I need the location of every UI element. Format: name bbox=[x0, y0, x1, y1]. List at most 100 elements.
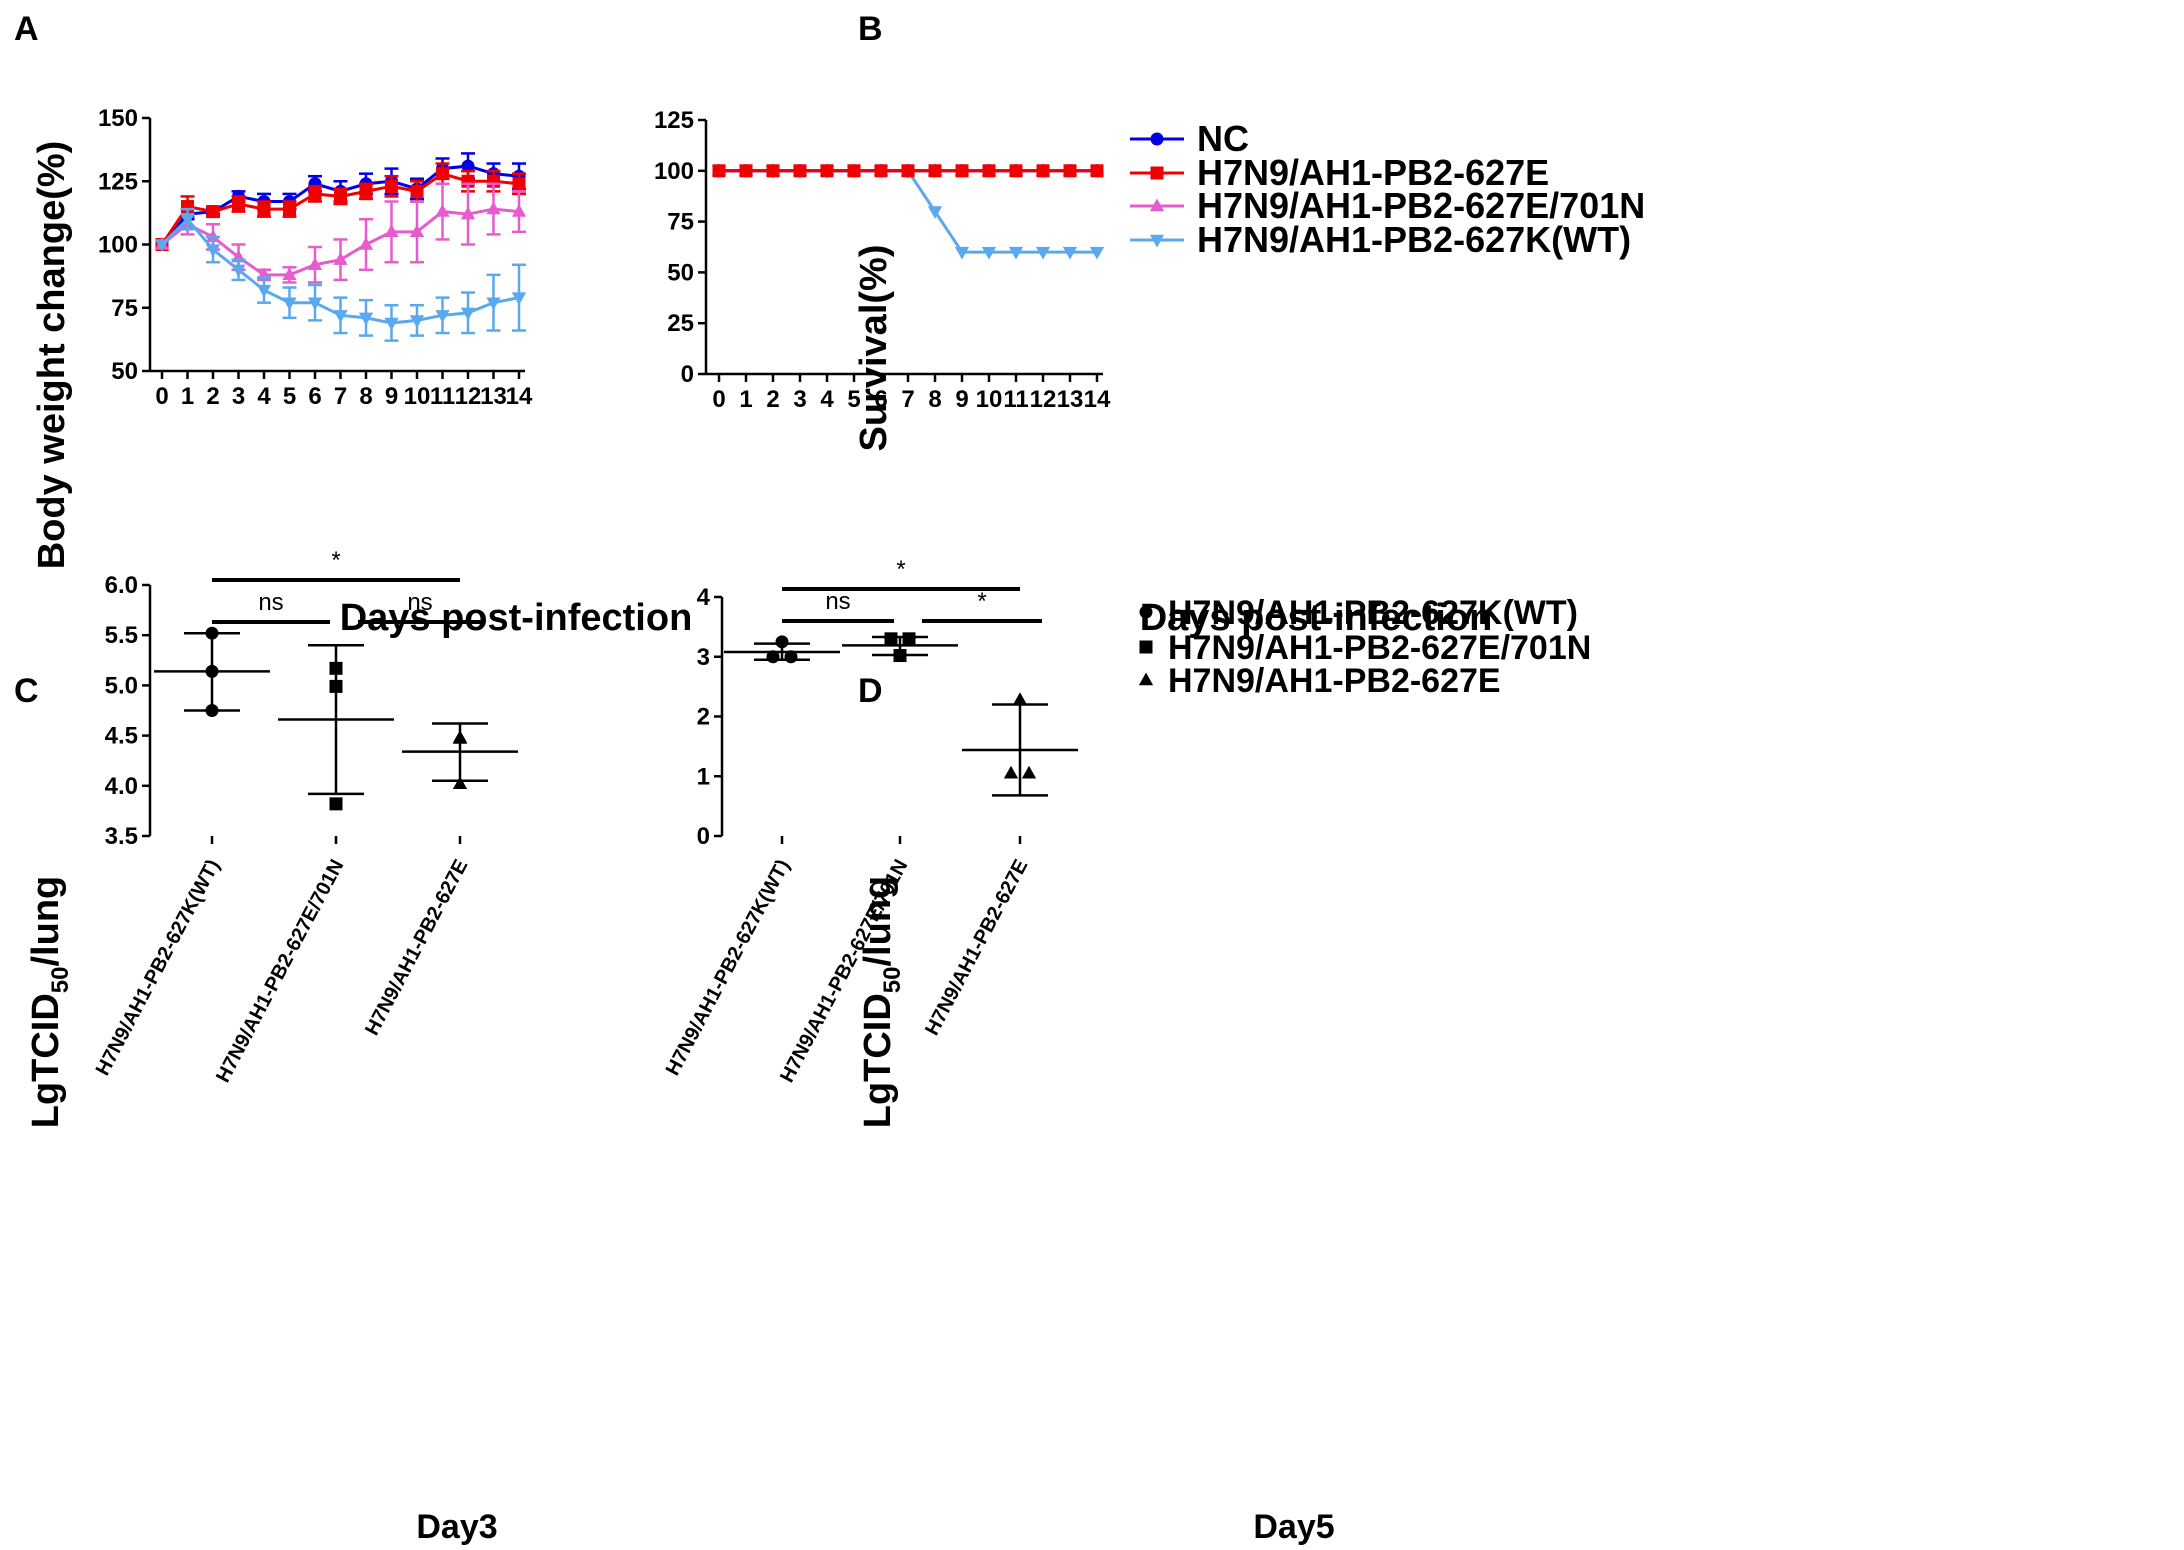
panel-b-survival-chart: Survival(%) Days post-infection 02550751… bbox=[654, 107, 1492, 639]
panel-c-ylabel-tail: /lung bbox=[25, 876, 67, 967]
legend-bottom-h7n9-ah1-pb2-627e-marker bbox=[1138, 672, 1154, 686]
panel-b-h7n9-ah1-pb2-627k-wt-point bbox=[954, 246, 970, 260]
panel-a-h7n9-ah1-pb2-627e-701n-point bbox=[358, 237, 374, 250]
panel-c-y-tick-label: 4.0 bbox=[105, 773, 138, 800]
panel-a-h7n9-ah1-pb2-627e-701n-point bbox=[435, 204, 450, 217]
panel-a-h7n9-ah1-pb2-627k-wt-point bbox=[435, 310, 450, 323]
panel-a-y-tick-label: 150 bbox=[98, 105, 138, 132]
panel-c-ylabel: LgTCID50/lung bbox=[25, 876, 74, 1129]
legend-bottom-h7n9-ah1-pb2-627k-wt-label: H7N9/AH1-PB2-627K(WT) bbox=[1168, 594, 1578, 632]
panel-d-comparison-label: * bbox=[977, 588, 986, 615]
legend-top-h7n9-ah1-pb2-627k-wt-marker bbox=[1149, 234, 1165, 248]
panel-a-x-tick-label: 0 bbox=[155, 383, 168, 410]
panel-c-y-tick-label: 6.0 bbox=[105, 572, 138, 599]
panel-c-h7n9-ah1-pb2-627k-wt-point bbox=[205, 626, 219, 640]
panel-b-x-tick-label: 1 bbox=[739, 386, 752, 413]
panel-a-h7n9-ah1-pb2-627e-701n-point bbox=[486, 201, 501, 215]
panel-b-h7n9-ah1-pb2-627e-point bbox=[955, 164, 969, 178]
panel-a-x-tick-label: 7 bbox=[334, 383, 347, 410]
panel-a-x-tick-label: 9 bbox=[385, 383, 398, 410]
panel-c-comparison-label: * bbox=[331, 547, 340, 574]
panel-b-x-tick-label: 11 bbox=[1003, 386, 1028, 413]
panel-c-ylabel-main: LgTCID bbox=[25, 993, 67, 1128]
panel-a-h7n9-ah1-pb2-627k-wt-point bbox=[154, 239, 170, 252]
panel-a-h7n9-ah1-pb2-627e-point bbox=[283, 202, 296, 216]
panel-b-x-tick-label: 8 bbox=[928, 386, 941, 413]
panel-c-day3-titer-chart: LgTCID50/lung Day3 3.5 4.0 4.5 5.0 5.5 6.0 H7N… bbox=[25, 547, 518, 1546]
panel-letter-b: B bbox=[858, 10, 883, 48]
legend-bottom: H7N9/AH1-PB2-627K(WT)H7N9/AH1-PB2-627E/7… bbox=[1138, 594, 1591, 700]
legend-bottom-h7n9-ah1-pb2-627e-label: H7N9/AH1-PB2-627E bbox=[1168, 662, 1501, 700]
panel-a-h7n9-ah1-pb2-627k-wt-point bbox=[511, 292, 527, 306]
panel-b-y-tick-label: 50 bbox=[667, 259, 694, 286]
panel-a-h7n9-ah1-pb2-627e-point bbox=[512, 177, 526, 191]
panel-d-h7n9-ah1-pb2-627e-701n-point bbox=[884, 632, 898, 646]
panel-d-y-tick-label: 4 bbox=[697, 584, 711, 611]
panel-b-h7n9-ah1-pb2-627e-point bbox=[874, 164, 888, 178]
panel-d-ylabel: LgTCID50/lung bbox=[857, 876, 906, 1129]
panel-a-h7n9-ah1-pb2-627k-wt-point bbox=[486, 297, 501, 311]
panel-b-h7n9-ah1-pb2-627k-wt-point bbox=[1035, 246, 1051, 260]
panel-a-x-tick-label: 8 bbox=[359, 383, 372, 410]
panel-c-h7n9-ah1-pb2-627e-701n-point bbox=[329, 679, 343, 693]
panel-a-h7n9-ah1-pb2-627e-point bbox=[334, 189, 347, 203]
panel-b-h7n9-ah1-pb2-627e-point bbox=[766, 164, 780, 178]
panel-b-x-tick-label: 14 bbox=[1084, 386, 1111, 413]
panel-c-y-tick-label: 4.5 bbox=[105, 723, 138, 750]
legend-top-nc-marker bbox=[1150, 132, 1164, 146]
panel-b-xlabel: Days post-infection bbox=[1140, 597, 1493, 639]
panel-a-x-tick-label: 6 bbox=[308, 383, 321, 410]
panel-b-h7n9-ah1-pb2-627k-wt-line bbox=[719, 169, 1097, 254]
panel-a-x-tick-label: 10 bbox=[404, 383, 431, 410]
panel-d-h7n9-ah1-pb2-627k-wt-point bbox=[766, 650, 780, 664]
panel-b-h7n9-ah1-pb2-627e-point bbox=[820, 164, 834, 178]
panel-b-y-tick-label: 25 bbox=[667, 310, 694, 337]
panel-a-xlabel: Days post-infection bbox=[340, 597, 693, 639]
panel-b-h7n9-ah1-pb2-627e-point bbox=[1009, 164, 1023, 178]
panel-a-h7n9-ah1-pb2-627e-point bbox=[308, 187, 322, 201]
panel-b-x-tick-label: 3 bbox=[793, 386, 806, 413]
panel-a-h7n9-ah1-pb2-627e-701n-point bbox=[307, 257, 323, 270]
panel-b-x-tick-label: 7 bbox=[901, 386, 914, 413]
panel-a-x-tick-label: 14 bbox=[506, 383, 533, 410]
panel-d-comparison-label: ns bbox=[825, 588, 850, 615]
panel-b-x-tick-label: 5 bbox=[847, 386, 860, 413]
panel-b-x-tick-label: 6 bbox=[874, 386, 887, 413]
panel-c-category-label: H7N9/AH1-PB2-627K(WT) bbox=[92, 856, 225, 1079]
panel-a-y-tick-label: 50 bbox=[111, 358, 138, 385]
panel-a-y-tick-label: 125 bbox=[98, 168, 138, 195]
panel-d-category-label: H7N9/AH1-PB2-627K(WT) bbox=[662, 856, 795, 1079]
panel-letter-d: D bbox=[858, 672, 883, 710]
panel-a-h7n9-ah1-pb2-627e-701n-point bbox=[511, 204, 527, 217]
panel-b-h7n9-ah1-pb2-627e-point bbox=[712, 164, 726, 178]
panel-a-h7n9-ah1-pb2-627e-point bbox=[410, 184, 424, 198]
panel-c-y-tick-label: 3.5 bbox=[105, 823, 138, 850]
panel-d-h7n9-ah1-pb2-627e-point bbox=[1021, 765, 1037, 779]
panel-d-h7n9-ah1-pb2-627e-701n-point bbox=[902, 632, 916, 646]
panel-b-h7n9-ah1-pb2-627k-wt-point bbox=[927, 206, 943, 219]
panel-b-h7n9-ah1-pb2-627k-wt-point bbox=[1062, 246, 1078, 260]
panel-d-y-tick-label: 0 bbox=[697, 823, 710, 850]
panel-c-y-tick-label: 5.5 bbox=[105, 622, 138, 649]
panel-c-ylabel-sub: 50 bbox=[47, 966, 74, 993]
panel-b-y-tick-label: 100 bbox=[654, 158, 694, 185]
panel-b-x-tick-label: 10 bbox=[976, 386, 1003, 413]
panel-b-h7n9-ah1-pb2-627e-point bbox=[1090, 164, 1104, 178]
panel-a-x-tick-label: 3 bbox=[232, 383, 245, 410]
panel-a-h7n9-ah1-pb2-627e-point bbox=[385, 179, 398, 193]
panel-d-y-tick-label: 3 bbox=[697, 644, 710, 671]
panel-a-h7n9-ah1-pb2-627k-wt-point bbox=[205, 244, 221, 258]
panel-a-h7n9-ah1-pb2-627e-701n-point bbox=[409, 224, 425, 238]
panel-b-x-tick-label: 9 bbox=[955, 386, 968, 413]
panel-a-h7n9-ah1-pb2-627e-701n-point bbox=[384, 224, 399, 238]
panel-d-category-label: H7N9/AH1-PB2-627E bbox=[921, 856, 1032, 1039]
panel-c-h7n9-ah1-pb2-627e-701n-point bbox=[329, 661, 343, 675]
legend-top: NCH7N9/AH1-PB2-627EH7N9/AH1-PB2-627E/701… bbox=[1130, 118, 1645, 260]
panel-d-h7n9-ah1-pb2-627e-point bbox=[1012, 692, 1028, 705]
panel-b-x-tick-label: 2 bbox=[766, 386, 779, 413]
panel-letter-c: C bbox=[14, 672, 39, 710]
panel-b-h7n9-ah1-pb2-627e-point bbox=[1063, 164, 1077, 178]
panel-b-h7n9-ah1-pb2-627e-point bbox=[982, 164, 996, 178]
legend-top-nc-label: NC bbox=[1197, 118, 1249, 159]
